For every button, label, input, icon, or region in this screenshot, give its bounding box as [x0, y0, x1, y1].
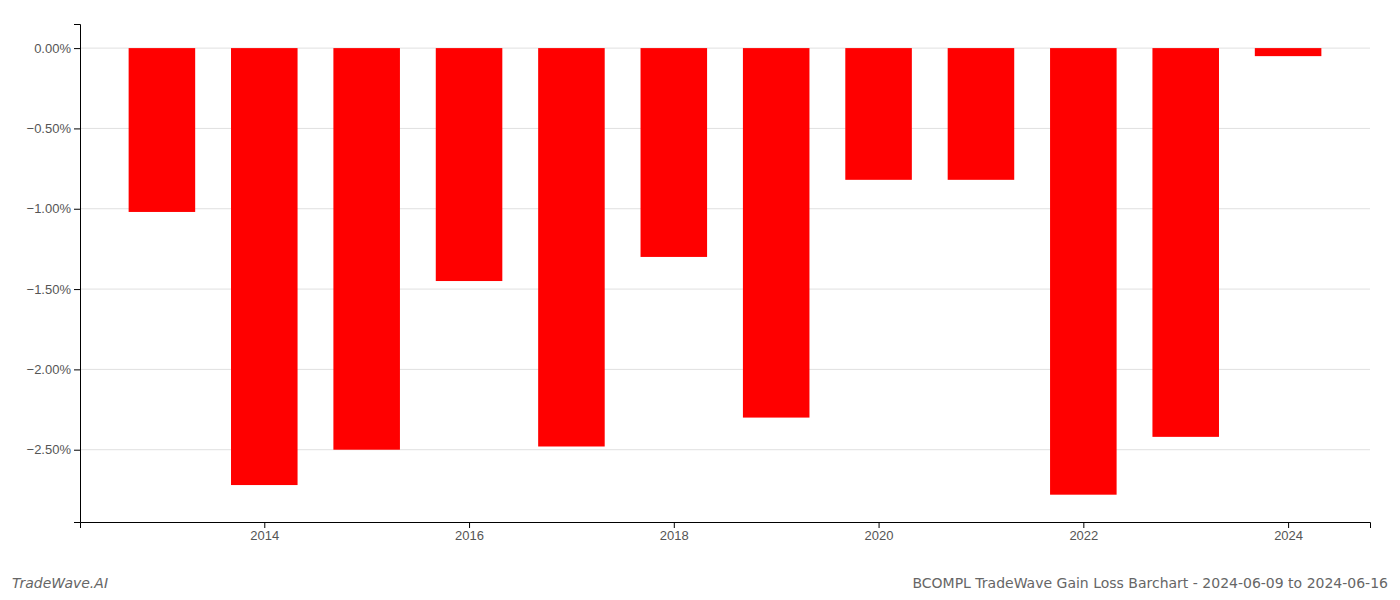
bar: [845, 48, 912, 180]
bar: [231, 48, 298, 485]
y-tick: −1.00%: [27, 201, 80, 216]
x-tick-mark: [1083, 522, 1084, 528]
y-tick-mark: [74, 48, 80, 49]
y-tick: −0.50%: [27, 121, 80, 136]
y-tick-label: 0.00%: [34, 41, 71, 56]
x-tick-label: 2014: [250, 528, 279, 543]
x-tick: 2018: [660, 522, 689, 543]
bar: [538, 48, 605, 446]
x-tick: 2014: [250, 522, 279, 543]
y-tick: −2.50%: [27, 442, 80, 457]
x-tick-mark: [264, 522, 265, 528]
bar: [1255, 48, 1322, 56]
x-tick-mark: [1288, 522, 1289, 528]
x-tick: 2016: [455, 522, 484, 543]
y-tick: −1.50%: [27, 282, 80, 297]
y-tick-mark: [74, 128, 80, 129]
y-tick-label: −1.00%: [27, 201, 72, 216]
y-tick-mark: [74, 369, 80, 370]
x-tick-mark: [674, 522, 675, 528]
x-tick: 2022: [1069, 522, 1098, 543]
chart: 2014 2016 2018 2020 2022 2024 0.00% −0.50% −1.00…: [0, 0, 1400, 600]
y-tick-label: −2.00%: [27, 362, 72, 377]
y-tick-mark: [74, 289, 80, 290]
y-tick-label: −1.50%: [27, 282, 72, 297]
bar: [333, 48, 400, 450]
bar: [948, 48, 1015, 180]
y-axis-line: [74, 25, 81, 523]
y-tick: 0.00%: [34, 41, 80, 56]
y-tick-label: −2.50%: [27, 442, 72, 457]
plot: 2014 2016 2018 2020 2022 2024 0.00% −0.50% −1.00…: [27, 25, 1371, 544]
x-tick-label: 2022: [1069, 528, 1098, 543]
bar: [1050, 48, 1117, 495]
x-tick: 2020: [865, 522, 894, 543]
x-tick-label: 2020: [865, 528, 894, 543]
y-axis: 0.00% −0.50% −1.00% −1.50% −2.00% −2.50%: [27, 25, 81, 523]
bar: [129, 48, 196, 212]
watermark: TradeWave.AI: [12, 575, 108, 591]
y-tick-mark: [74, 450, 80, 451]
x-tick: 2024: [1274, 522, 1303, 543]
bar: [641, 48, 708, 257]
x-axis-line: [81, 523, 1371, 529]
x-tick-label: 2024: [1274, 528, 1303, 543]
bars: [129, 48, 1322, 495]
y-tick-mark: [74, 209, 80, 210]
title: BCOMPL TradeWave Gain Loss Barchart - 20…: [912, 575, 1388, 591]
y-tick-label: −0.50%: [27, 121, 72, 136]
bar: [1152, 48, 1219, 437]
x-tick-label: 2018: [660, 528, 689, 543]
bar: [436, 48, 503, 281]
bar: [743, 48, 810, 417]
x-tick-mark: [879, 522, 880, 528]
x-axis: 2014 2016 2018 2020 2022 2024: [81, 522, 1371, 543]
x-tick-label: 2016: [455, 528, 484, 543]
x-tick-mark: [469, 522, 470, 528]
y-tick: −2.00%: [27, 362, 80, 377]
